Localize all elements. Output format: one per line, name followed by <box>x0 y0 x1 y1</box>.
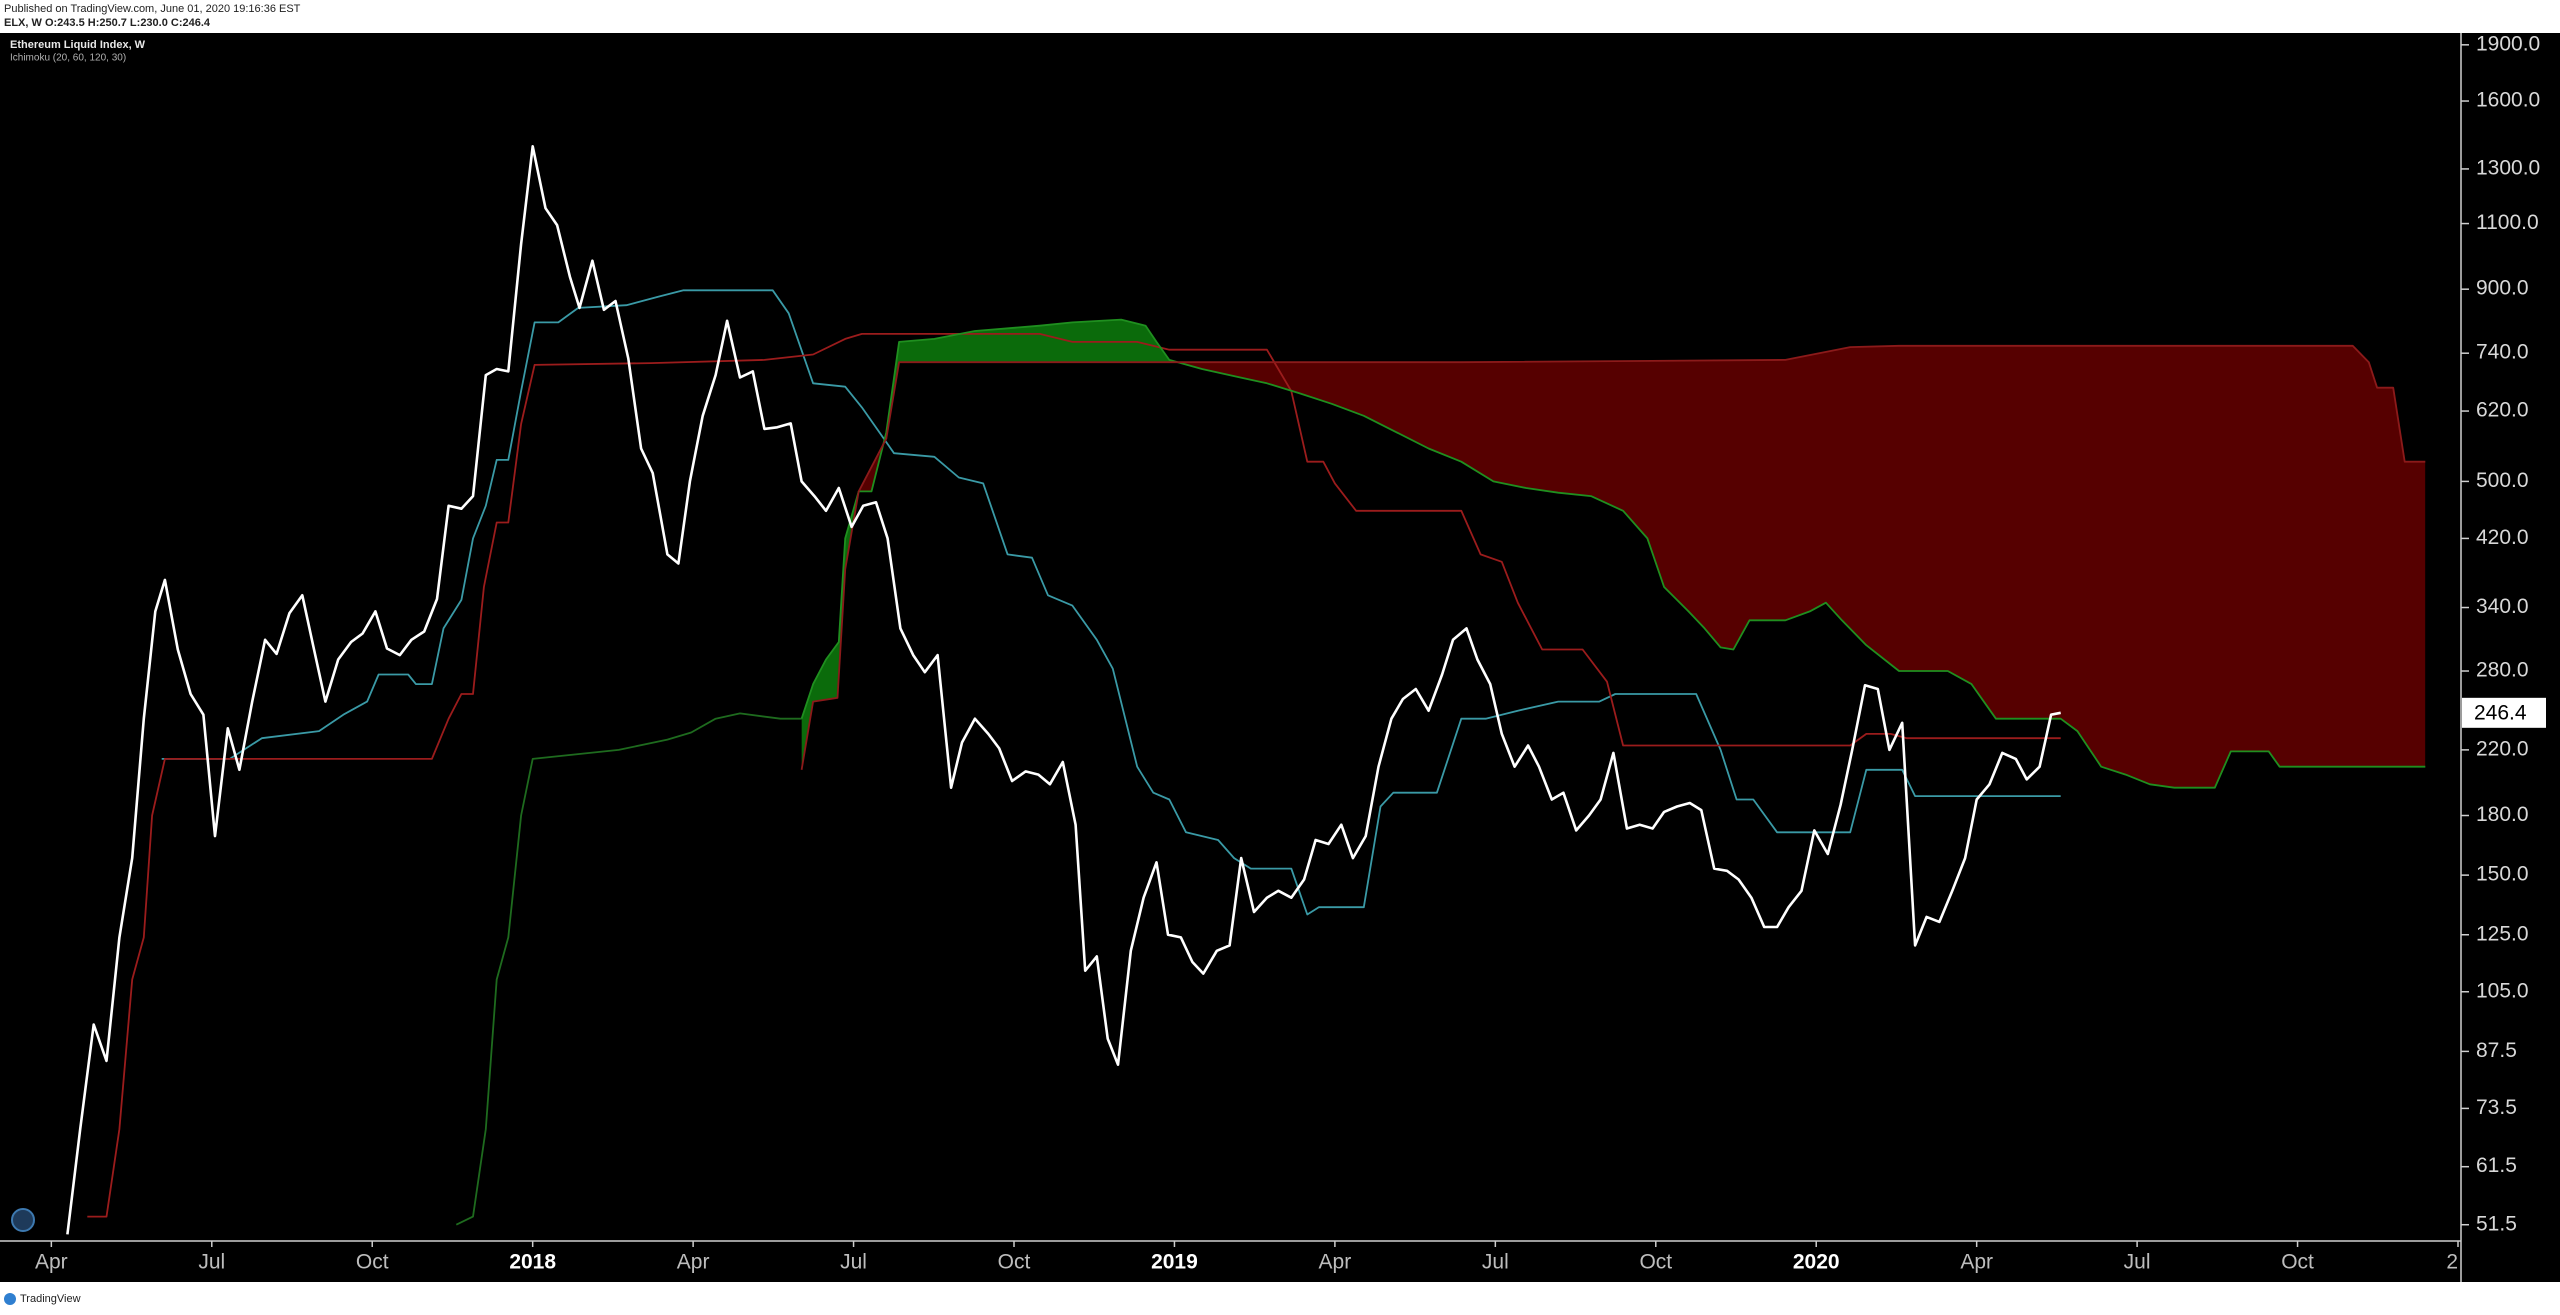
last-price-label: 246.4 <box>2474 701 2527 724</box>
y-tick-label: 740.0 <box>2476 341 2529 364</box>
x-tick-label: Oct <box>1639 1251 1672 1274</box>
brand-icon <box>4 1293 16 1305</box>
x-tick-label: 20 <box>2446 1251 2469 1274</box>
cloud-down-group <box>801 345 2426 788</box>
y-tick-label: 220.0 <box>2476 737 2529 760</box>
indicator-line <box>800 344 2426 770</box>
x-tick-label: 2019 <box>1151 1251 1198 1274</box>
bottom-bar <box>0 1282 2560 1315</box>
x-tick-label: Apr <box>1960 1251 1993 1274</box>
top-bar <box>0 0 2560 33</box>
y-tick-label: 73.5 <box>2476 1096 2517 1119</box>
x-tick-label: Jul <box>2124 1251 2151 1274</box>
x-tick-label: Jul <box>198 1251 225 1274</box>
y-tick-label: 87.5 <box>2476 1039 2517 1062</box>
axes-layer: 51.5 61.5 73.5 87.5 105.0 125.0 150.0 180.0 220.… <box>50 32 2546 1247</box>
y-tick-label: 105.0 <box>2476 979 2529 1002</box>
ohlc-readout: ELX, W O:243.5 H:250.7 L:230.0 C:246.4 <box>4 17 211 29</box>
brand-label: TradingView <box>20 1293 81 1305</box>
x-tick-label: Oct <box>356 1251 389 1274</box>
indicator-line <box>87 333 2061 1218</box>
y-tick-label: 1900.0 <box>2476 32 2540 55</box>
indicator-line <box>800 318 2426 789</box>
y-tick-label: 1100.0 <box>2476 211 2539 234</box>
x-labels-layer: Apr Jul Oct 2018 Apr Jul Oct 2019 Apr Jul Oct 2020 A… <box>35 1251 2469 1274</box>
chart-title: Ethereum Liquid Index, W <box>10 39 146 51</box>
indicator-line <box>161 289 2061 916</box>
published-note: Published on TradingView.com, June 01, 2… <box>4 3 301 15</box>
y-tick-label: 125.0 <box>2476 922 2529 945</box>
y-tick-label: 900.0 <box>2476 277 2529 300</box>
x-tick-label: 2018 <box>509 1251 556 1274</box>
cloud-layer <box>801 319 2426 788</box>
indicator-line <box>455 712 802 1226</box>
y-tick-label: 51.5 <box>2476 1212 2517 1235</box>
lines-layer <box>66 145 2426 1235</box>
x-tick-label: 2020 <box>1793 1251 1840 1274</box>
logo-badge <box>11 1208 35 1232</box>
y-tick-label: 340.0 <box>2476 595 2529 618</box>
y-tick-label: 1600.0 <box>2476 89 2540 112</box>
y-tick-label: 620.0 <box>2476 399 2529 422</box>
indicator-label: Ichimoku (20, 60, 120, 30) <box>10 53 126 64</box>
y-tick-label: 420.0 <box>2476 526 2529 549</box>
x-tick-label: Apr <box>35 1251 68 1274</box>
x-tick-label: Oct <box>998 1251 1031 1274</box>
x-tick-label: Jul <box>840 1251 867 1274</box>
x-tick-label: Jul <box>1482 1251 1509 1274</box>
last-price-box <box>2462 697 2546 728</box>
y-tick-label: 61.5 <box>2476 1154 2517 1177</box>
y-tick-label: 180.0 <box>2476 803 2529 826</box>
y-tick-label: 150.0 <box>2476 863 2529 886</box>
price-line <box>66 145 2061 1235</box>
x-tick-label: Oct <box>2281 1251 2314 1274</box>
y-tick-label: 500.0 <box>2476 469 2529 492</box>
y-tick-label: 1300.0 <box>2476 156 2540 179</box>
x-tick-label: Apr <box>677 1251 710 1274</box>
x-tick-label: Apr <box>1319 1251 1352 1274</box>
y-tick-label: 280.0 <box>2476 659 2529 682</box>
cloud-down-area <box>801 345 2426 788</box>
